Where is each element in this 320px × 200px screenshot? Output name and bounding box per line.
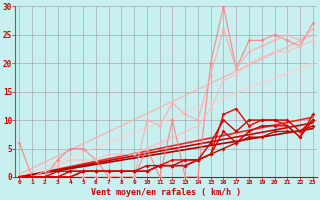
X-axis label: Vent moyen/en rafales ( km/h ): Vent moyen/en rafales ( km/h )	[91, 188, 241, 197]
